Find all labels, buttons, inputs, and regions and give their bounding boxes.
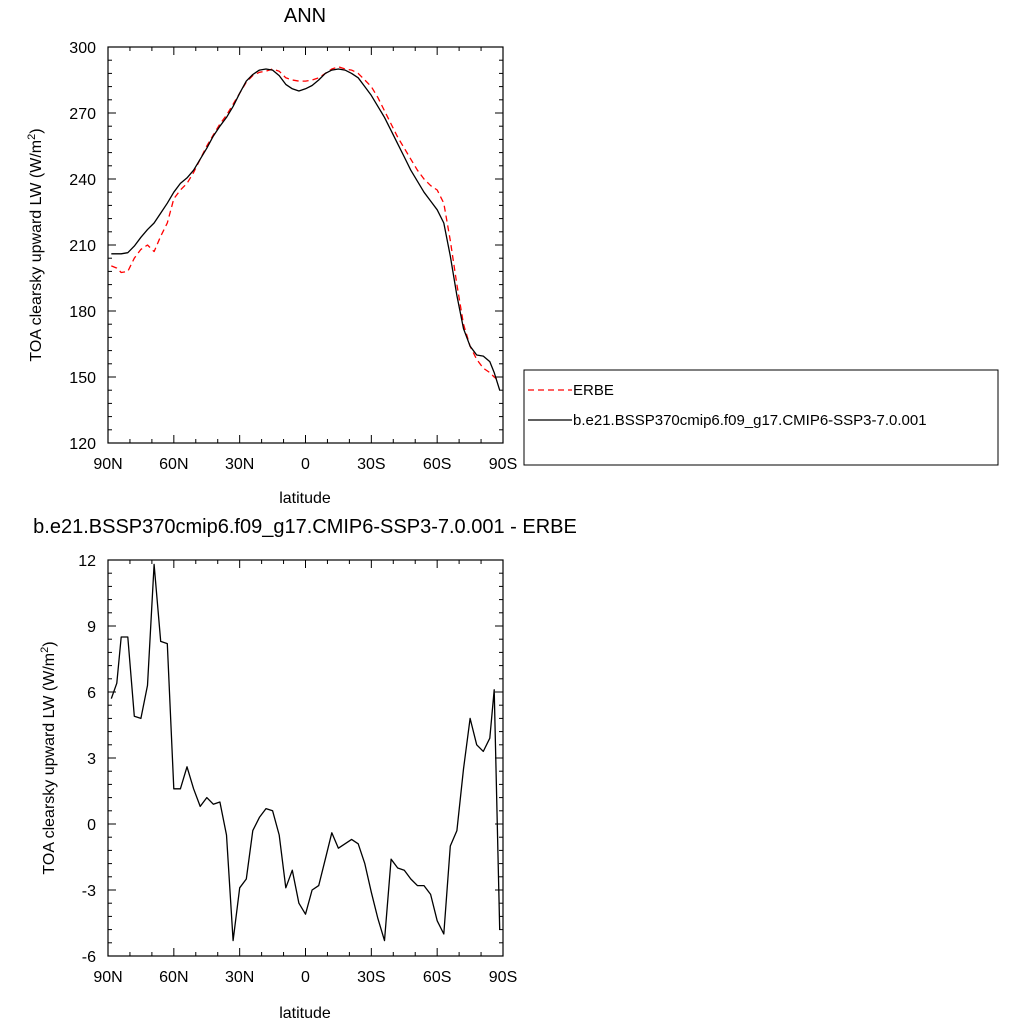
bottom-x-tick-label: 60N [159,969,188,986]
top-y-tick-label: 240 [69,172,96,189]
bottom-x-tick-label: 0 [301,969,310,986]
top-y-axis-label-main: TOA clearsky upward LW (W/m [28,140,45,362]
bottom-y-tick-label: 3 [87,751,96,768]
top-y-axis-label-end: ) [28,128,45,133]
top-x-tick-label: 0 [301,456,310,473]
top-chart-title: ANN [284,5,326,27]
bottom-plot-frame [107,559,504,957]
bottom-y-tick-label: 9 [87,619,96,636]
bottom-x-axis-label: latitude [279,1005,331,1022]
bottom-panel: b.e21.BSSP370cmip6.f09_g17.CMIP6-SSP3-7.… [33,516,577,1022]
top-y-tick-label: 150 [69,370,96,387]
legend-label-model: b.e21.BSSP370cmip6.f09_g17.CMIP6-SSP3-7.… [573,412,927,429]
bottom-y-tick-labels: -6 -3 0 3 6 9 12 [78,553,96,966]
bottom-y-axis-label-sup: 2 [39,647,51,653]
bottom-y-tick-label: -6 [82,949,96,966]
top-x-axis-label: latitude [279,490,331,507]
legend: ERBE b.e21.BSSP370cmip6.f09_g17.CMIP6-SS… [523,369,999,466]
top-y-axis-label: TOA clearsky upward LW (W/m2) [26,128,45,361]
top-series-line-model [111,68,501,391]
bottom-y-axis-label: TOA clearsky upward LW (W/m2) [39,641,58,874]
top-y-axis-label-sup: 2 [26,134,38,140]
bottom-y-tick-label: -3 [82,883,96,900]
top-y-tick-label: 210 [69,238,96,255]
bottom-x-tick-label: 30N [225,969,254,986]
bottom-x-tick-labels: 90N 60N 30N 0 30S 60S 90S [93,969,517,986]
top-panel: ANN 120 150 180 210 240 270 300 90N 60N 30N 0 30S 6… [26,5,999,507]
top-series-lines [111,66,501,391]
top-x-tick-label: 90N [93,456,122,473]
top-x-tick-label: 90S [489,456,517,473]
top-y-tick-labels: 120 150 180 210 240 270 300 [69,40,96,453]
top-y-tick-label: 300 [69,40,96,57]
legend-label-erbe: ERBE [573,382,614,399]
bottom-y-tick-label: 0 [87,817,96,834]
top-y-tick-label: 270 [69,106,96,123]
top-tick-marks [107,46,504,444]
bottom-x-tick-label: 90S [489,969,517,986]
top-x-tick-label: 30N [225,456,254,473]
bottom-y-axis-label-main: TOA clearsky upward LW (W/m [41,653,58,875]
top-y-tick-label: 180 [69,304,96,321]
top-x-tick-labels: 90N 60N 30N 0 30S 60S 90S [93,456,517,473]
bottom-series-line-model [110,563,501,942]
bottom-tick-marks [107,559,504,957]
top-y-tick-label: 120 [69,436,96,453]
bottom-series-lines [110,563,501,942]
top-series-line-erbe [111,66,501,382]
bottom-x-tick-label: 30S [357,969,385,986]
top-x-tick-label: 60S [423,456,451,473]
bottom-y-tick-label: 12 [78,553,96,570]
bottom-y-tick-label: 6 [87,685,96,702]
bottom-x-tick-label: 90N [93,969,122,986]
top-x-tick-label: 60N [159,456,188,473]
bottom-x-tick-label: 60S [423,969,451,986]
bottom-chart-title: b.e21.BSSP370cmip6.f09_g17.CMIP6-SSP3-7.… [33,516,577,538]
top-x-tick-label: 30S [357,456,385,473]
bottom-y-axis-label-end: ) [41,641,58,646]
top-plot-frame [107,46,504,444]
legend-box [523,369,999,466]
